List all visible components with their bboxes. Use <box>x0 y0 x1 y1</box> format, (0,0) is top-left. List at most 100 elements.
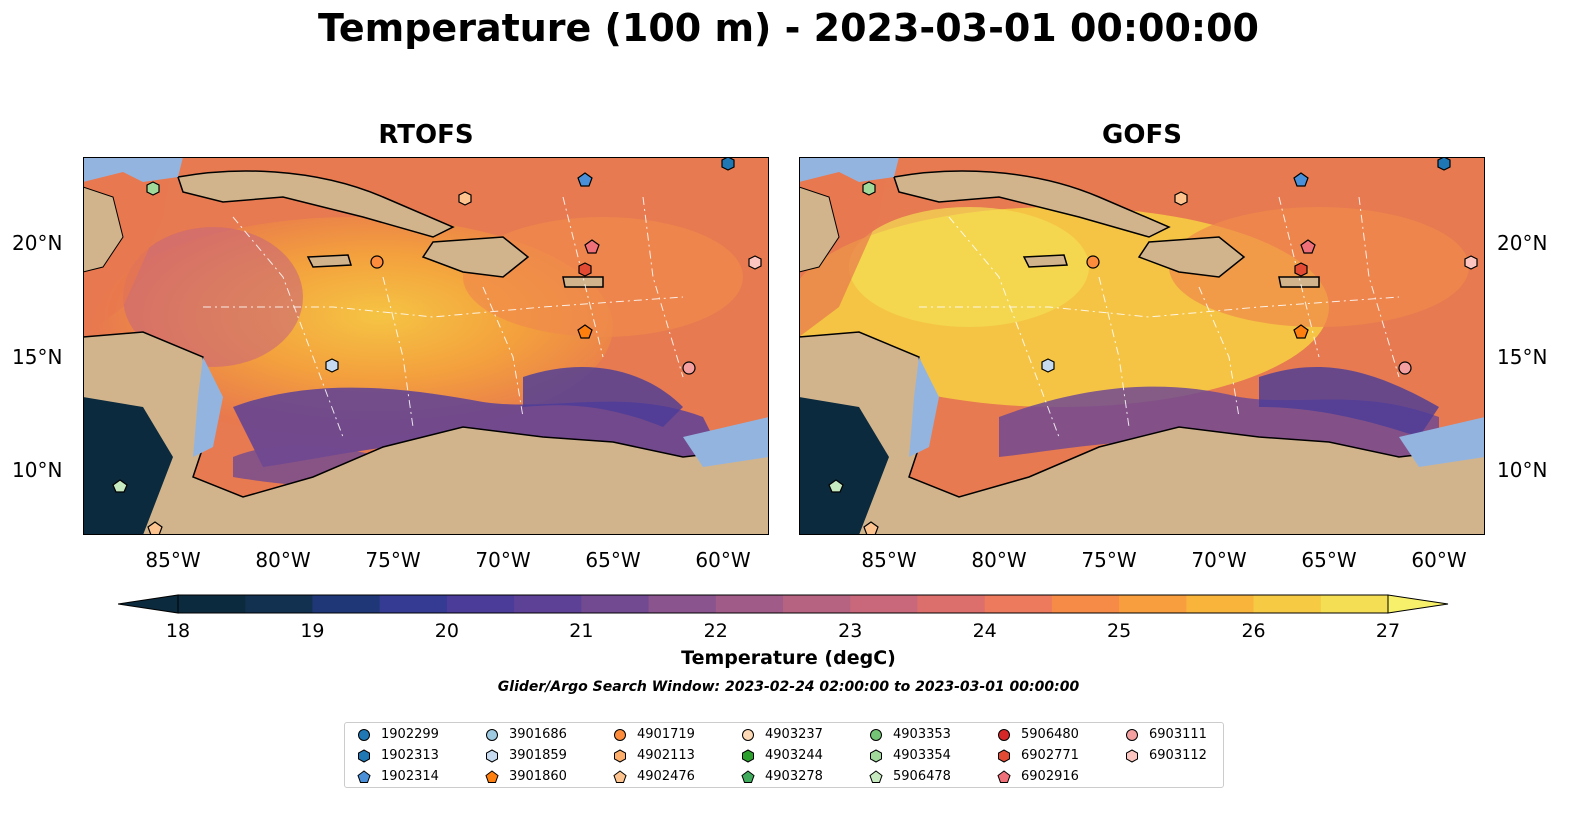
colorbar-border <box>177 594 1389 614</box>
legend-label: 1902314 <box>381 769 439 784</box>
lon-label: 60°W <box>1411 548 1467 572</box>
colorbar-segment <box>1320 595 1389 613</box>
legend-marker-icon <box>486 748 498 763</box>
lat-label-left: 15°N <box>12 345 63 369</box>
legend-marker-icon <box>1126 728 1138 741</box>
legend-marker-icon <box>741 769 755 783</box>
colorbar-tick-label: 26 <box>1241 620 1266 642</box>
colorbar-segment <box>245 595 313 613</box>
shelf-southeast <box>683 417 769 467</box>
colorbar-tick-label: 24 <box>972 620 997 642</box>
pacific-ocean <box>799 397 889 535</box>
legend-entry: 4902113 <box>613 748 695 763</box>
colorbar-segment <box>1119 595 1187 613</box>
colorbar-segment <box>178 595 246 613</box>
legend-label: 5906478 <box>893 769 951 784</box>
legend-entry: 6903112 <box>1125 748 1207 763</box>
legend-marker-icon <box>869 769 883 783</box>
cuba-land <box>893 170 1171 238</box>
eez-boundaries <box>919 196 1400 438</box>
colorbar-tick-label: 23 <box>838 620 863 642</box>
legend-entry: 3901860 <box>485 769 567 784</box>
lon-label: 85°W <box>861 548 917 572</box>
colorbar-tick-label: 21 <box>569 620 594 642</box>
legend-label: 1902299 <box>381 727 439 742</box>
legend-marker-icon <box>486 728 498 741</box>
shelf-southeast <box>1399 417 1485 467</box>
legend-entry: 4901719 <box>613 727 695 742</box>
legend-entry: 6902916 <box>997 769 1079 784</box>
legend-marker-icon <box>998 748 1010 763</box>
legend-marker-icon <box>997 769 1011 783</box>
cuba-land <box>177 170 455 238</box>
legend-entry: 1902299 <box>357 727 439 742</box>
colorbar <box>118 594 1449 614</box>
legend-marker-icon <box>742 748 754 763</box>
lon-label: 85°W <box>145 548 201 572</box>
legend-label: 4903244 <box>765 748 823 763</box>
legend-label: 4902113 <box>637 748 695 763</box>
legend-marker-icon <box>870 728 882 741</box>
colorbar-label: Temperature (degC) <box>681 647 896 669</box>
legend-entry: 4903354 <box>869 748 951 763</box>
colorbar-segment <box>581 595 650 613</box>
legend-marker-icon <box>742 728 754 741</box>
lon-label: 75°W <box>365 548 421 572</box>
argo-markers <box>828 157 1478 535</box>
shelf-north <box>799 157 899 182</box>
legend-marker-icon <box>613 769 627 783</box>
legend-label: 4903278 <box>765 769 823 784</box>
legend-marker-icon <box>358 748 370 763</box>
legend-label: 6902916 <box>1021 769 1079 784</box>
colorbar-segment <box>514 595 582 613</box>
legend-label: 3901859 <box>509 748 567 763</box>
rtofs-map <box>83 157 769 535</box>
colorbar-segment <box>917 595 986 613</box>
shelf-west <box>909 357 939 457</box>
legend-marker-icon <box>998 728 1010 741</box>
legend-entry: 4903278 <box>741 769 823 784</box>
float-legend: 1902299 1902313 1902314 3901686 3901859 39018… <box>344 722 1224 788</box>
search-window-text: Glider/Argo Search Window: 2023-02-24 02… <box>497 679 1080 695</box>
lat-label-right: 20°N <box>1497 231 1548 255</box>
colorbar-segment <box>648 595 717 613</box>
legend-label: 4903353 <box>893 727 951 742</box>
figure-title: Temperature (100 m) - 2023-03-01 00:00:0… <box>317 6 1259 50</box>
colorbar-segment <box>1051 595 1120 613</box>
colorbar-tick-label: 25 <box>1107 620 1132 642</box>
legend-marker-icon <box>614 748 626 763</box>
jamaica-land <box>306 254 352 268</box>
hispaniola-land <box>1137 236 1246 278</box>
legend-label: 6903112 <box>1149 748 1207 763</box>
argo-markers <box>112 157 762 535</box>
lat-label-left: 20°N <box>12 231 63 255</box>
lat-label-right: 15°N <box>1497 345 1548 369</box>
legend-label: 4901719 <box>637 727 695 742</box>
colorbar-tick-label: 22 <box>703 620 728 642</box>
legend-label: 1902313 <box>381 748 439 763</box>
lon-label: 65°W <box>1301 548 1357 572</box>
shelf-north <box>83 157 183 182</box>
legend-marker-icon <box>358 728 370 741</box>
lon-label: 70°W <box>1191 548 1247 572</box>
legend-entry: 4903353 <box>869 727 951 742</box>
lat-label-right: 10°N <box>1497 458 1548 482</box>
legend-entry: 3901686 <box>485 727 567 742</box>
pacific-ocean <box>83 397 173 535</box>
colorbar-segment <box>312 595 381 613</box>
colorbar-segment <box>1253 595 1322 613</box>
colorbar-tick-label: 18 <box>165 620 191 642</box>
colorbar-segment <box>1186 595 1255 613</box>
lon-label: 80°W <box>971 548 1027 572</box>
puerto-rico-land <box>562 276 604 288</box>
colorbar-segment <box>379 595 448 613</box>
legend-label: 6903111 <box>1149 727 1207 742</box>
colorbar-extend-low <box>118 594 179 614</box>
legend-entry: 6903111 <box>1125 727 1207 742</box>
lon-label: 60°W <box>695 548 751 572</box>
jamaica-land <box>1022 254 1068 268</box>
panel-title-rtofs: RTOFS <box>378 120 474 150</box>
legend-entry: 4903237 <box>741 727 823 742</box>
hispaniola-land <box>421 236 530 278</box>
legend-entry: 3901859 <box>485 748 567 763</box>
